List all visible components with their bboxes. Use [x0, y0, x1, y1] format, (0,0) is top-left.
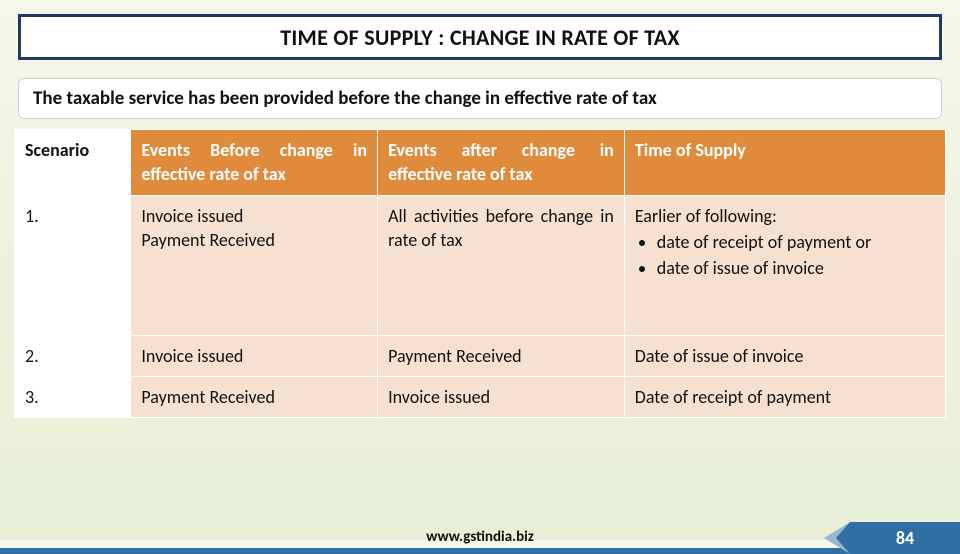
- table-row: 1. Invoice issued Payment Received All a…: [15, 195, 946, 335]
- supply-lead: Earlier of following:: [635, 205, 777, 227]
- page-number-badge: 84: [850, 522, 960, 554]
- col-supply: Time of Supply: [624, 130, 945, 196]
- table-row: 3. Payment Received Invoice issued Date …: [15, 376, 946, 417]
- col-after: Events after change in effective rate of…: [378, 130, 625, 196]
- supply-bullets: date of receipt of payment or date of is…: [635, 230, 935, 281]
- cell-supply: Earlier of following: date of receipt of…: [624, 195, 945, 335]
- supply-bullet: date of issue of invoice: [657, 256, 935, 280]
- cell-scenario: 2.: [15, 335, 131, 376]
- cell-before: Payment Received: [131, 376, 378, 417]
- cell-scenario: 3.: [15, 376, 131, 417]
- col-scenario: Scenario: [15, 130, 131, 196]
- cell-supply: Date of issue of invoice: [624, 335, 945, 376]
- title-bar-inner: TIME OF SUPPLY : CHANGE IN RATE OF TAX: [21, 17, 939, 57]
- subheading: The taxable service has been provided be…: [18, 78, 942, 119]
- footer-url: www.gstindia.biz: [0, 528, 960, 546]
- page-title: TIME OF SUPPLY : CHANGE IN RATE OF TAX: [280, 24, 680, 51]
- footer-bar: [0, 548, 960, 554]
- supply-bullet: date of receipt of payment or: [657, 230, 935, 254]
- cell-after: Invoice issued: [378, 376, 625, 417]
- cell-after: Payment Received: [378, 335, 625, 376]
- page-number: 84: [896, 527, 914, 549]
- col-before: Events Before change in effective rate o…: [131, 130, 378, 196]
- cell-after: All activities before change in rate of …: [378, 195, 625, 335]
- cell-before: Invoice issued Payment Received: [131, 195, 378, 335]
- cell-supply: Date of receipt of payment: [624, 376, 945, 417]
- cell-scenario: 1.: [15, 195, 131, 335]
- table-row: 2. Invoice issued Payment Received Date …: [15, 335, 946, 376]
- title-bar: TIME OF SUPPLY : CHANGE IN RATE OF TAX: [18, 14, 942, 60]
- table: Scenario Events Before change in effecti…: [14, 129, 946, 418]
- table-header-row: Scenario Events Before change in effecti…: [15, 130, 946, 196]
- cell-before: Invoice issued: [131, 335, 378, 376]
- footer: www.gstindia.biz 84: [0, 522, 960, 554]
